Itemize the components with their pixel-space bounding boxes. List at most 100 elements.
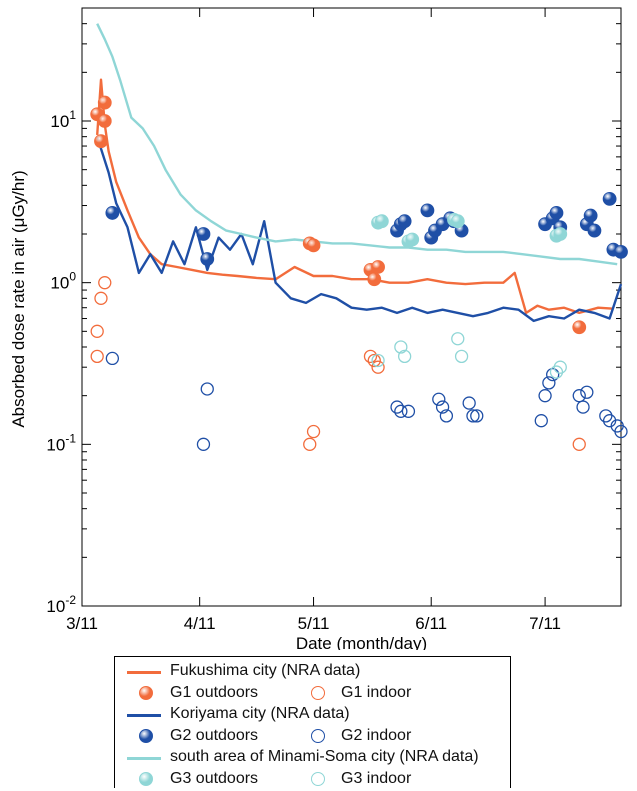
y-tick-label-base: 10 <box>46 597 65 616</box>
series-line <box>96 23 618 266</box>
legend-label: G3 indoor <box>341 769 412 787</box>
data-point <box>599 409 613 423</box>
data-point <box>306 238 321 253</box>
data-point <box>435 400 450 414</box>
x-tick-label: 7/11 <box>529 614 561 633</box>
data-point <box>450 214 465 229</box>
x-tick-label: 3/11 <box>66 614 98 633</box>
data-point <box>470 409 484 423</box>
data-point <box>572 389 586 403</box>
y-tick-label-base: 10 <box>50 274 69 293</box>
y-tick-label-exp: 0 <box>69 270 76 284</box>
data-point <box>542 376 556 390</box>
data-point <box>451 332 465 346</box>
data-point <box>367 353 381 368</box>
plot-frame <box>81 7 622 607</box>
data-point <box>390 400 404 414</box>
legend-label: G3 outdoors <box>170 769 259 787</box>
data-point <box>549 365 564 379</box>
data-point <box>98 276 112 290</box>
data-point <box>401 404 416 418</box>
x-tick-label: 4/11 <box>184 614 216 633</box>
data-point <box>587 223 602 238</box>
data-point <box>367 272 382 287</box>
data-point <box>200 382 214 396</box>
data-point <box>397 214 412 229</box>
legend-label: south area of Minami-Soma city (NRA data… <box>170 748 479 765</box>
legend-entry: G2 outdoors G2 indoor <box>115 726 510 748</box>
data-point <box>397 349 412 364</box>
data-point <box>439 409 454 423</box>
legend-filled-marker <box>139 728 153 743</box>
data-point <box>534 414 548 428</box>
data-point <box>90 349 104 364</box>
y-tick-label-exp: -1 <box>65 431 76 445</box>
data-point <box>371 353 385 368</box>
y-tick-label: 101 <box>50 108 76 131</box>
data-point <box>538 389 552 403</box>
data-point <box>306 424 321 439</box>
legend-label: G1 indoor <box>341 683 412 701</box>
data-point <box>466 409 480 423</box>
legend-label: G2 outdoors <box>170 726 259 744</box>
legend-entry: Fukushima city (NRA data) <box>115 661 510 683</box>
legend-filled-marker <box>139 771 153 786</box>
legend-entry: G1 outdoors G1 indoor <box>115 683 510 705</box>
data-point <box>394 340 408 354</box>
legend-label: Fukushima city (NRA data) <box>170 662 361 679</box>
legend-line-swatch <box>127 714 161 717</box>
data-point <box>614 424 628 439</box>
data-point <box>549 206 564 220</box>
legend-open-marker <box>311 728 325 743</box>
data-point <box>462 396 476 410</box>
data-point <box>546 367 560 382</box>
x-tick-label: 5/11 <box>298 614 330 633</box>
y-tick-label-base: 10 <box>46 435 65 454</box>
data-point <box>97 114 112 128</box>
data-point <box>553 227 568 241</box>
data-point <box>614 244 628 259</box>
legend-line-swatch <box>127 757 161 760</box>
y-axis-label: Absorbed dose rate in air (μGy/hr) <box>9 170 28 427</box>
y-tick-label-base: 10 <box>50 112 69 131</box>
legend-entry: G3 outdoors G3 indoor <box>115 769 510 791</box>
data-point <box>303 437 317 451</box>
y-tick-label: 100 <box>50 270 76 293</box>
legend-label: Koriyama city (NRA data) <box>170 705 350 722</box>
data-point <box>576 400 590 414</box>
data-point <box>363 349 378 364</box>
data-point <box>371 360 385 374</box>
legend-line-swatch <box>127 671 161 674</box>
data-point <box>371 260 385 274</box>
series-line <box>96 136 623 323</box>
y-tick-label-exp: -2 <box>65 593 76 607</box>
data-point <box>105 206 120 220</box>
data-point <box>405 232 420 247</box>
legend-open-marker <box>311 771 325 786</box>
y-tick-label-exp: 1 <box>69 108 76 122</box>
data-point <box>374 214 389 229</box>
data-point <box>105 351 120 366</box>
data-point <box>94 291 108 305</box>
legend-filled-marker <box>139 685 153 700</box>
data-point <box>553 360 567 374</box>
data-point <box>572 437 586 451</box>
data-point <box>97 95 112 110</box>
legend-entry: Koriyama city (NRA data) <box>115 704 510 726</box>
data-point <box>196 437 211 451</box>
data-point <box>200 252 215 266</box>
legend-entry: south area of Minami-Soma city (NRA data… <box>115 747 510 769</box>
legend-label: G1 outdoors <box>170 683 259 701</box>
y-tick-label: 10-2 <box>46 593 76 616</box>
x-axis-label: Date (month/day) <box>296 634 427 650</box>
legend-open-marker <box>311 685 325 700</box>
data-point <box>580 385 594 399</box>
data-point <box>572 320 587 335</box>
data-point <box>583 208 598 223</box>
legend-label: G2 indoor <box>341 726 412 744</box>
series-line <box>96 78 614 315</box>
x-tick-label: 6/11 <box>415 614 447 633</box>
legend-box: Fukushima city (NRA data) G1 outdoors G1 i… <box>114 656 511 788</box>
data-point <box>94 134 108 149</box>
